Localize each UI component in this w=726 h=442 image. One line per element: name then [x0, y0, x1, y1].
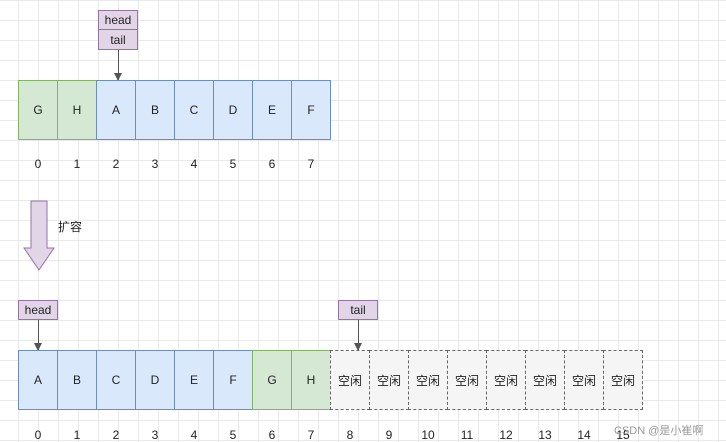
array-cell: F — [291, 80, 331, 140]
cell-value: D — [228, 103, 238, 117]
array-cell: C — [174, 80, 214, 140]
array-cell: E — [252, 80, 292, 140]
cell-value: A — [111, 103, 120, 117]
index-label: 7 — [307, 428, 315, 442]
cell-value: G — [267, 373, 277, 387]
cell-value: H — [72, 103, 82, 117]
array-cell: D — [135, 350, 175, 410]
cell-value: 空闲 — [454, 373, 479, 388]
array-cell: H — [57, 80, 97, 140]
index-label: 2 — [112, 157, 120, 171]
index-label: 11 — [460, 428, 474, 442]
array-cell: G — [252, 350, 292, 410]
array-cell: F — [213, 350, 253, 410]
bottom-index-row: 0 1 2 3 4 5 6 7 8 9 10 11 12 13 14 15 — [18, 428, 642, 442]
index-label: 0 — [34, 157, 42, 171]
cell-value: C — [189, 103, 199, 117]
index-label: 6 — [268, 157, 276, 171]
index-label: 7 — [307, 157, 315, 171]
cell-value: B — [150, 103, 159, 117]
cell-value: 空闲 — [376, 373, 401, 388]
head-pointer-label: head — [98, 10, 138, 30]
cell-value: 空闲 — [415, 373, 440, 388]
array-cell: A — [18, 350, 58, 410]
index-label: 2 — [112, 428, 120, 442]
expand-label: 扩容 — [58, 220, 83, 234]
array-cell: C — [96, 350, 136, 410]
index-label: 8 — [346, 428, 354, 442]
array-cell: E — [174, 350, 214, 410]
array-cell: 空闲 — [330, 350, 370, 410]
cell-value: H — [306, 373, 316, 387]
array-cell: B — [135, 80, 175, 140]
cell-value: E — [189, 373, 198, 387]
array-cell: 空闲 — [408, 350, 448, 410]
index-label: 10 — [421, 428, 435, 442]
index-label: 13 — [538, 428, 552, 442]
index-label: 4 — [190, 157, 198, 171]
top-pointer-arrow — [114, 50, 122, 81]
index-label: 1 — [73, 157, 81, 171]
index-label: 3 — [151, 428, 159, 442]
array-cell: 空闲 — [486, 350, 526, 410]
cell-value: 空闲 — [493, 373, 518, 388]
tail-pointer-arrow — [354, 320, 362, 351]
expand-arrow-icon — [23, 200, 55, 271]
array-cell: 空闲 — [603, 350, 643, 410]
array-cell: 空闲 — [447, 350, 487, 410]
index-label: 0 — [34, 428, 42, 442]
top-array: G H A B C D E F — [18, 80, 331, 140]
array-cell: H — [291, 350, 331, 410]
cell-value: 空闲 — [337, 373, 362, 388]
cell-value: A — [33, 373, 42, 387]
cell-value: E — [267, 103, 276, 117]
array-cell: D — [213, 80, 253, 140]
cell-value: 空闲 — [610, 373, 635, 388]
array-cell: 空闲 — [564, 350, 604, 410]
cell-value: G — [33, 103, 43, 117]
array-cell: G — [18, 80, 58, 140]
index-label: 1 — [73, 428, 81, 442]
index-label: 6 — [268, 428, 276, 442]
cell-value: F — [229, 373, 237, 387]
cell-value: F — [307, 103, 315, 117]
index-label: 9 — [385, 428, 393, 442]
index-label: 15 — [616, 428, 630, 442]
index-label: 14 — [577, 428, 591, 442]
head-pointer-label: head — [18, 300, 58, 320]
tail-pointer-label: tail — [98, 30, 138, 50]
cell-value: D — [150, 373, 160, 387]
top-index-row: 0 1 2 3 4 5 6 7 — [18, 157, 330, 171]
cell-value: 空闲 — [532, 373, 557, 388]
index-label: 3 — [151, 157, 159, 171]
cell-value: C — [111, 373, 121, 387]
index-label: 4 — [190, 428, 198, 442]
index-label: 12 — [499, 428, 513, 442]
index-label: 5 — [229, 428, 237, 442]
array-cell: A — [96, 80, 136, 140]
cell-value: B — [72, 373, 81, 387]
index-label: 5 — [229, 157, 237, 171]
tail-pointer-label: tail — [338, 300, 378, 320]
head-pointer-arrow — [34, 320, 42, 351]
array-cell: 空闲 — [369, 350, 409, 410]
cell-value: 空闲 — [571, 373, 596, 388]
array-cell: 空闲 — [525, 350, 565, 410]
bottom-array: A B C D E F G H 空闲 空闲 空闲 空闲 空闲 空闲 空闲 空闲 — [18, 350, 643, 410]
watermark-text: CSDN @是小崔啊 — [614, 425, 704, 437]
array-cell: B — [57, 350, 97, 410]
